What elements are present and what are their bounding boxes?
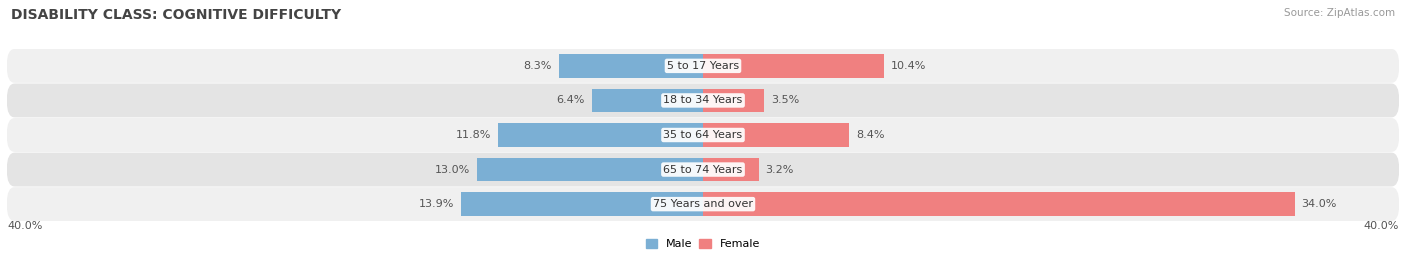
Bar (703, 89, 763, 112)
Text: 13.0%: 13.0% (434, 164, 470, 175)
Text: 34.0%: 34.0% (1302, 199, 1337, 209)
Text: 10.4%: 10.4% (891, 61, 927, 71)
Text: 13.9%: 13.9% (419, 199, 454, 209)
FancyBboxPatch shape (7, 49, 1399, 83)
Text: 65 to 74 Years: 65 to 74 Years (664, 164, 742, 175)
Bar (498, 123, 703, 147)
FancyBboxPatch shape (7, 187, 1399, 221)
Bar (703, 54, 884, 78)
FancyBboxPatch shape (7, 153, 1399, 187)
Text: 40.0%: 40.0% (1364, 221, 1399, 231)
Text: 8.3%: 8.3% (523, 61, 551, 71)
Text: 40.0%: 40.0% (7, 221, 42, 231)
FancyBboxPatch shape (7, 118, 1399, 152)
Bar (592, 89, 703, 112)
Bar (703, 158, 759, 181)
FancyBboxPatch shape (7, 83, 1399, 117)
Bar (558, 54, 703, 78)
Bar (477, 158, 703, 181)
Text: 75 Years and over: 75 Years and over (652, 199, 754, 209)
Text: 3.5%: 3.5% (770, 95, 799, 106)
Text: Source: ZipAtlas.com: Source: ZipAtlas.com (1284, 8, 1395, 18)
Bar (461, 192, 703, 216)
Text: 18 to 34 Years: 18 to 34 Years (664, 95, 742, 106)
Text: 3.2%: 3.2% (766, 164, 794, 175)
Text: 35 to 64 Years: 35 to 64 Years (664, 130, 742, 140)
Bar (703, 192, 1295, 216)
Legend: Male, Female: Male, Female (641, 235, 765, 254)
Text: 11.8%: 11.8% (456, 130, 491, 140)
Text: 8.4%: 8.4% (856, 130, 884, 140)
Text: 5 to 17 Years: 5 to 17 Years (666, 61, 740, 71)
Bar (703, 123, 849, 147)
Text: 6.4%: 6.4% (557, 95, 585, 106)
Text: DISABILITY CLASS: COGNITIVE DIFFICULTY: DISABILITY CLASS: COGNITIVE DIFFICULTY (11, 8, 342, 22)
